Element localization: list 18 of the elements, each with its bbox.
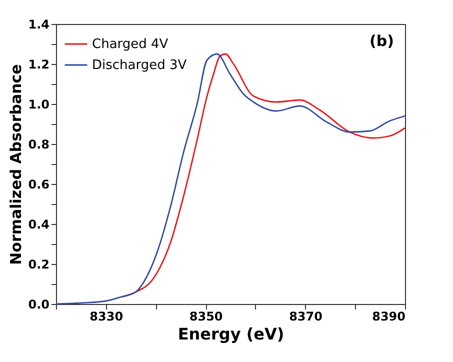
- x-tick-label: 8370: [289, 310, 322, 324]
- legend-label: Discharged 3V: [92, 58, 187, 73]
- y-tick-label: 1.2: [28, 58, 50, 72]
- annotation: (b): [370, 32, 394, 50]
- legend-label: Charged 4V: [92, 37, 168, 52]
- x-axis-title: Energy (eV): [178, 324, 284, 344]
- y-axis-title: Normalized Absorbance: [7, 64, 26, 265]
- y-tick-label: 1.4: [28, 18, 50, 32]
- line-series: [55, 53, 406, 305]
- x-tick-label: 8330: [90, 310, 124, 324]
- y-tick-label: 0.0: [28, 298, 50, 312]
- y-tick-label: 0.6: [28, 178, 50, 192]
- y-tick-label: 0.8: [28, 138, 50, 152]
- y-tick-label: 0.2: [28, 258, 50, 272]
- y-tick-label: 0.4: [28, 218, 50, 232]
- x-tick-label: 8350: [189, 310, 223, 324]
- y-tick-label: 1.0: [28, 98, 50, 112]
- x-tick-label: 8390: [372, 310, 406, 324]
